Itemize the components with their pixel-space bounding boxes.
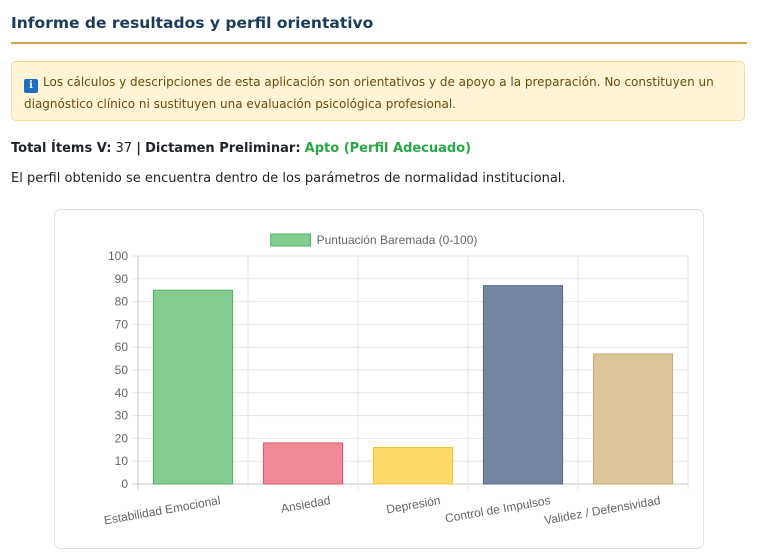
- chart-card: 0 10 20 30 40 50 60 70 80 90 100 Estabilidad Emocio…: [54, 209, 704, 549]
- verdict-value: Apto (Perfil Adecuado): [304, 141, 472, 156]
- bar: [372, 447, 454, 485]
- verdict-label: Dictamen Preliminar:: [145, 141, 301, 156]
- x-tick-label: Control de Impulsos: [444, 493, 552, 525]
- bar: [482, 285, 564, 485]
- profile-description: El perfil obtenido se encuentra dentro d…: [11, 171, 566, 186]
- y-tick-label: 80: [115, 295, 129, 309]
- y-tick-label: 60: [115, 340, 129, 354]
- bar: [592, 353, 674, 485]
- y-tick-label: 50: [115, 363, 129, 377]
- disclaimer-alert: i Los cálculos y descripciones de esta ap…: [11, 61, 745, 121]
- y-tick-label: 100: [108, 249, 128, 263]
- y-tick-label: 40: [115, 386, 129, 400]
- legend-swatch: [270, 233, 312, 247]
- summary-separator: |: [136, 141, 141, 156]
- y-tick-label: 90: [115, 272, 129, 286]
- bar: [262, 442, 344, 485]
- page-title: Informe de resultados y perfil orientati…: [11, 14, 747, 44]
- total-items-label: Total Ítems V:: [11, 141, 112, 156]
- y-tick-label: 10: [115, 454, 129, 468]
- legend-label: Puntuación Baremada (0-100): [317, 233, 478, 247]
- y-tick-label: 30: [115, 409, 129, 423]
- x-tick-label: Depresión: [385, 493, 441, 516]
- bar-chart: 0 10 20 30 40 50 60 70 80 90 100 Estabilidad Emocio…: [103, 233, 689, 527]
- total-items-value: 37: [115, 141, 133, 156]
- x-tick-label: Ansiedad: [280, 493, 332, 515]
- x-tick-label: Estabilidad Emocional: [103, 493, 222, 527]
- y-tick-label: 0: [121, 477, 128, 491]
- info-icon: i: [24, 79, 38, 93]
- results-summary: Total Ítems V: 37 | Dictamen Preliminar:…: [11, 141, 471, 156]
- bar: [152, 289, 234, 485]
- y-tick-label: 20: [115, 431, 129, 445]
- disclaimer-text: Los cálculos y descripciones de esta apl…: [24, 75, 714, 111]
- y-tick-label: 70: [115, 317, 129, 331]
- x-tick-label: Validez / Defensividad: [543, 493, 661, 527]
